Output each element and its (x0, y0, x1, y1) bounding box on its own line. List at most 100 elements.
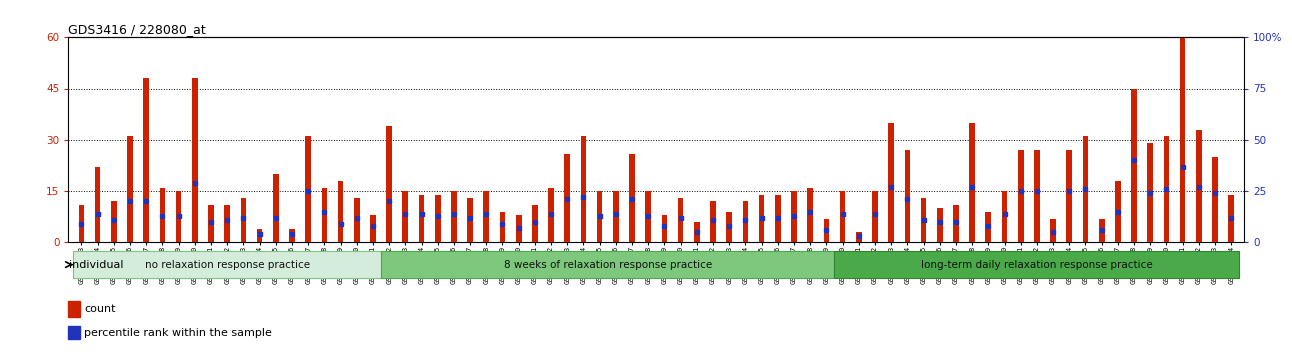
Text: GDS3416 / 228080_at: GDS3416 / 228080_at (68, 23, 207, 36)
Bar (386, 126, 391, 242)
Point (1221, 215, 1242, 221)
Bar (370, 215, 376, 242)
Bar (1180, 13, 1186, 242)
Point (217, 217, 238, 223)
Point (395, 211, 416, 217)
Bar (451, 191, 457, 242)
Point (718, 223, 739, 229)
Point (1172, 164, 1193, 169)
Bar (305, 136, 311, 242)
Point (71, 221, 92, 227)
Point (428, 213, 448, 219)
Point (314, 209, 335, 215)
Bar (726, 212, 733, 242)
Point (994, 211, 1014, 217)
Bar (516, 215, 522, 242)
Point (185, 180, 205, 186)
Point (411, 211, 432, 217)
Bar (483, 191, 490, 242)
Bar (823, 218, 829, 242)
Point (88, 211, 109, 217)
Bar (1147, 143, 1152, 242)
FancyBboxPatch shape (381, 251, 835, 278)
Point (1075, 186, 1096, 192)
Point (864, 211, 885, 217)
Bar (921, 198, 926, 242)
Bar (855, 232, 862, 242)
Point (443, 211, 464, 217)
Bar (1099, 218, 1105, 242)
Bar (969, 123, 975, 242)
Point (817, 227, 837, 233)
Bar (273, 174, 279, 242)
Point (1124, 158, 1145, 163)
Bar (565, 154, 570, 242)
Text: count: count (84, 304, 115, 314)
Bar (500, 212, 505, 242)
Point (492, 221, 513, 227)
Point (298, 188, 319, 194)
Bar (694, 222, 700, 242)
Bar (176, 191, 181, 242)
Point (1059, 188, 1080, 194)
Bar (468, 198, 473, 242)
Point (1107, 209, 1128, 215)
Bar (111, 201, 116, 242)
Point (800, 209, 820, 215)
Point (574, 194, 594, 200)
Point (686, 229, 707, 235)
Bar (322, 188, 327, 242)
Bar (580, 136, 587, 242)
Bar (711, 201, 716, 242)
Point (1043, 229, 1063, 235)
Point (282, 232, 302, 237)
Bar (208, 205, 213, 242)
Bar (94, 167, 101, 242)
Bar (629, 154, 634, 242)
Bar (904, 150, 910, 242)
Bar (1001, 191, 1008, 242)
Bar (1115, 181, 1120, 242)
Point (265, 215, 286, 221)
Bar (791, 191, 797, 242)
Bar (646, 191, 651, 242)
Bar (678, 198, 683, 242)
Point (671, 215, 691, 221)
Bar (337, 181, 344, 242)
Bar (289, 229, 295, 242)
Point (1027, 188, 1048, 194)
Point (767, 215, 788, 221)
Bar (775, 195, 780, 242)
FancyBboxPatch shape (835, 251, 1239, 278)
Bar (1083, 136, 1088, 242)
Point (525, 219, 545, 225)
Point (703, 217, 724, 223)
Bar (143, 78, 149, 242)
Bar (532, 205, 537, 242)
Bar (79, 205, 84, 242)
Point (475, 211, 496, 217)
Bar (889, 123, 894, 242)
Bar (403, 191, 408, 242)
Point (168, 213, 189, 219)
Point (379, 199, 399, 204)
Bar (953, 205, 959, 242)
Bar (1066, 150, 1072, 242)
Bar (986, 212, 991, 242)
Point (249, 232, 270, 237)
Bar (1132, 88, 1137, 242)
Point (103, 217, 124, 223)
Bar (872, 191, 877, 242)
Point (1204, 190, 1225, 196)
Bar (435, 195, 441, 242)
Bar (840, 191, 845, 242)
Bar (68, 301, 80, 317)
Bar (1212, 157, 1218, 242)
Text: percentile rank within the sample: percentile rank within the sample (84, 328, 271, 338)
Point (541, 211, 562, 217)
Bar (1018, 150, 1023, 242)
Bar (808, 188, 813, 242)
Point (589, 213, 610, 219)
Bar (1050, 218, 1056, 242)
Point (331, 221, 351, 227)
